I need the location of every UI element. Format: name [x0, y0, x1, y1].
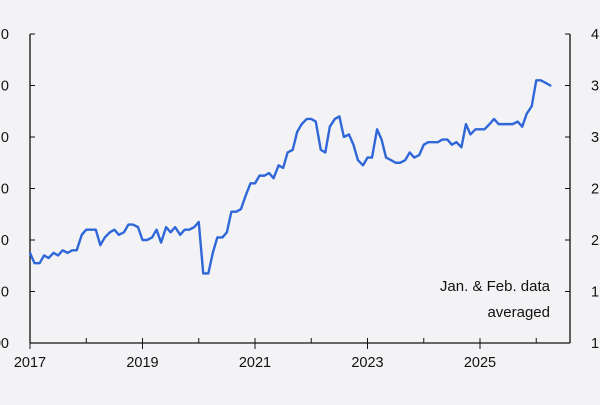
annotation-line-2: averaged [487, 304, 550, 321]
chart-series [28, 79, 552, 275]
right-y-tick-label: 3 [591, 130, 599, 146]
right-y-tick-label: 4 [591, 27, 599, 43]
left-y-tick-label: 00 [0, 336, 9, 352]
right-y-tick-label: 1 [591, 336, 599, 352]
right-y-tick-label: 2 [591, 182, 599, 198]
x-tick-label: 2025 [464, 355, 496, 371]
left-y-tick-label: 0 [1, 130, 9, 146]
right-y-tick-label: 1 [591, 285, 599, 301]
x-tick-label: 2019 [126, 355, 158, 371]
x-tick-label: 2023 [351, 355, 383, 371]
chart-ticks: 00 1 0 1 0 2 0 2 0 3 0 3 0 4 2017 2019 2021 2023 2025 [0, 27, 599, 371]
left-y-tick-label: 0 [1, 285, 9, 301]
left-y-tick-label: 0 [1, 27, 9, 43]
left-y-tick-label: 0 [1, 182, 9, 198]
left-y-tick-label: 0 [1, 79, 9, 95]
series-line [28, 79, 552, 275]
right-y-tick-label: 3 [591, 79, 599, 95]
x-tick-label: 2021 [239, 355, 271, 371]
x-tick-label: 2017 [14, 355, 46, 371]
annotation-line-1: Jan. & Feb. data [440, 278, 551, 295]
left-y-tick-label: 0 [1, 233, 9, 249]
right-y-tick-label: 2 [591, 233, 599, 249]
